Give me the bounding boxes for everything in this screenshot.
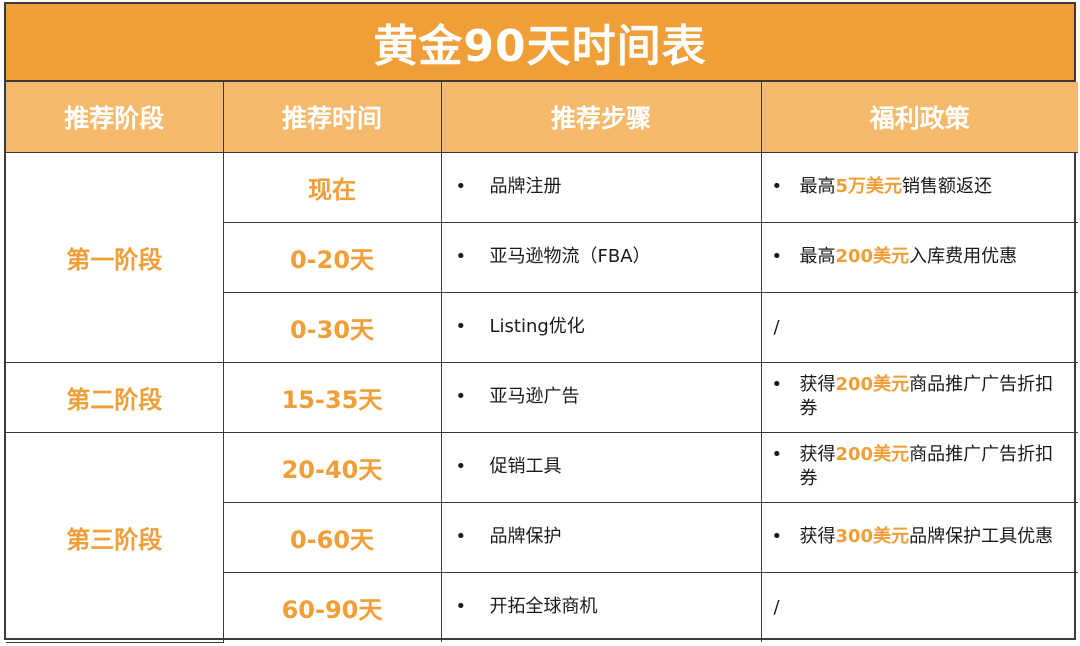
time-cell: 现在: [222, 151, 442, 223]
step-text: 品牌注册: [489, 176, 562, 197]
schedule-table: 推荐阶段 推荐时间 推荐步骤 福利政策 第一阶段 现在 • 品牌注册 • 最高5万美…: [6, 82, 1078, 643]
bullet-icon: •: [455, 316, 467, 337]
time-cell: 0-60天: [222, 501, 442, 573]
step-cell: • 开拓全球商机: [440, 571, 762, 642]
bullet-icon: •: [771, 526, 783, 547]
benefit-text: 最高5万美元销售额返还: [799, 176, 993, 197]
benefit-cell: • 获得200美元商品推广广告折扣券: [760, 431, 1078, 503]
step-text: 品牌保护: [489, 526, 562, 547]
header-row: 推荐阶段 推荐时间 推荐步骤 福利政策: [6, 82, 1078, 153]
benefit-text: 获得200美元商品推广广告折扣券: [799, 444, 1054, 489]
time-cell: 15-35天: [222, 361, 442, 433]
step-cell: • 亚马逊物流（FBA）: [440, 221, 762, 293]
bullet-icon: •: [455, 176, 467, 197]
benefit-amount: 200美元: [835, 374, 910, 395]
benefit-cell: • 最高200美元入库费用优惠: [760, 221, 1078, 293]
header-steps: 推荐步骤: [440, 82, 762, 153]
time-cell: 60-90天: [222, 571, 442, 642]
benefit-cell: /: [760, 571, 1078, 642]
table-row: 第一阶段 现在 • 品牌注册 • 最高5万美元销售额返还: [6, 151, 1078, 363]
table-title: 黄金90天时间表: [6, 4, 1074, 82]
benefit-amount: 5万美元: [835, 176, 903, 197]
benefit-cell: • 获得200美元商品推广广告折扣券: [760, 361, 1078, 433]
benefit-none: /: [773, 596, 780, 618]
benefit-cell: • 获得300美元品牌保护工具优惠: [760, 501, 1078, 573]
stage-cell-2: 第二阶段: [6, 361, 224, 433]
bullet-icon: •: [455, 246, 467, 267]
step-cell: • 品牌注册: [440, 151, 762, 223]
benefit-cell: • 最高5万美元销售额返还: [760, 151, 1078, 223]
table-row: 60-90天 • 开拓全球商机 /: [6, 571, 1078, 642]
step-text: 亚马逊物流（FBA）: [489, 246, 651, 267]
bullet-icon: •: [771, 374, 783, 395]
bullet-icon: •: [771, 246, 783, 267]
benefit-none: /: [773, 316, 780, 338]
step-cell: • 亚马逊广告: [440, 361, 762, 433]
schedule-table-frame: 黄金90天时间表 推荐阶段 推荐时间 推荐步骤 福利政策 第一阶段 现在 • 品牌…: [4, 2, 1078, 643]
table-row: 0-30天 • Listing优化 /: [6, 291, 1078, 363]
header-stage: 推荐阶段: [6, 82, 224, 153]
benefit-text: 获得300美元品牌保护工具优惠: [799, 526, 1054, 547]
header-time: 推荐时间: [222, 82, 442, 153]
header-benefits: 福利政策: [760, 82, 1078, 153]
bullet-icon: •: [771, 444, 783, 465]
time-cell: 0-20天: [222, 221, 442, 293]
benefit-cell: /: [760, 291, 1078, 363]
bullet-icon: •: [455, 526, 467, 547]
bullet-icon: •: [455, 596, 467, 618]
step-text: Listing优化: [489, 316, 585, 337]
step-text: 亚马逊广告: [489, 386, 580, 407]
bullet-icon: •: [455, 386, 467, 407]
step-cell: • 促销工具: [440, 431, 762, 503]
bullet-icon: •: [771, 176, 783, 197]
step-text: 促销工具: [489, 456, 562, 477]
benefit-text: 获得200美元商品推广广告折扣券: [799, 374, 1054, 419]
benefit-text: 最高200美元入库费用优惠: [799, 246, 1018, 267]
benefit-amount: 200美元: [835, 246, 910, 267]
step-cell: • 品牌保护: [440, 501, 762, 573]
table-row: 0-60天 • 品牌保护 • 获得300美元品牌保护工具优惠: [6, 501, 1078, 573]
step-cell: • Listing优化: [440, 291, 762, 363]
table-row: 第三阶段 20-40天 • 促销工具 • 获得200美元商品推广广告折扣券: [6, 431, 1078, 643]
table-row: 0-20天 • 亚马逊物流（FBA） • 最高200美元入库费用优惠: [6, 221, 1078, 293]
time-cell: 20-40天: [222, 431, 442, 503]
benefit-amount: 300美元: [835, 526, 910, 547]
bullet-icon: •: [455, 456, 467, 477]
stage-cell-3: 第三阶段: [6, 431, 224, 643]
stage-cell-1: 第一阶段: [6, 151, 224, 363]
benefit-amount: 200美元: [835, 444, 910, 465]
step-text: 开拓全球商机: [489, 596, 598, 618]
table-row: 第二阶段 15-35天 • 亚马逊广告 • 获得200美元商品推广广告折扣券: [6, 361, 1078, 433]
time-cell: 0-30天: [222, 291, 442, 363]
